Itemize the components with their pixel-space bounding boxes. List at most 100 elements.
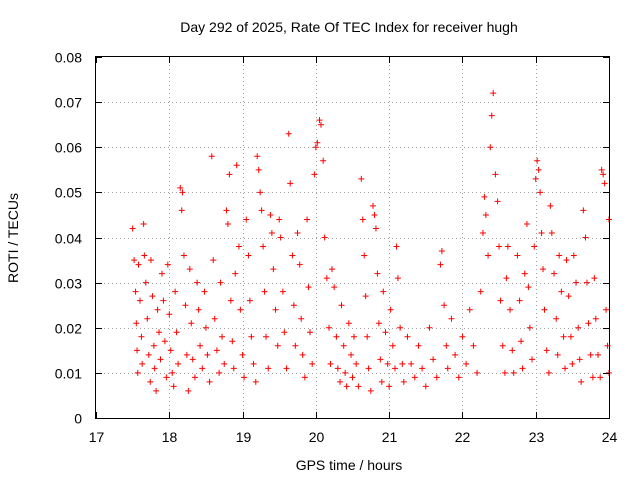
data-point bbox=[371, 211, 378, 218]
data-point bbox=[292, 342, 299, 349]
data-point bbox=[204, 351, 211, 358]
data-point bbox=[199, 365, 206, 372]
data-point bbox=[129, 225, 136, 232]
data-point bbox=[161, 338, 168, 345]
data-point bbox=[535, 166, 542, 173]
data-point bbox=[459, 333, 466, 340]
data-point bbox=[173, 329, 180, 336]
data-point bbox=[248, 333, 255, 340]
data-point bbox=[312, 144, 319, 151]
data-point bbox=[479, 229, 486, 236]
data-point bbox=[507, 306, 514, 313]
data-point bbox=[239, 351, 246, 358]
y-tick-label: 0.04 bbox=[55, 231, 82, 247]
data-point bbox=[233, 162, 240, 169]
data-point bbox=[158, 270, 165, 277]
data-point bbox=[562, 365, 569, 372]
data-point bbox=[194, 279, 201, 286]
data-point bbox=[170, 383, 177, 390]
data-point bbox=[377, 356, 384, 363]
data-point bbox=[554, 351, 561, 358]
data-point bbox=[294, 229, 301, 236]
data-point bbox=[540, 266, 547, 273]
data-point bbox=[298, 315, 305, 322]
data-point bbox=[349, 374, 356, 381]
data-point bbox=[154, 306, 161, 313]
data-point bbox=[569, 360, 576, 367]
data-point bbox=[145, 351, 152, 358]
data-point bbox=[183, 351, 190, 358]
data-point bbox=[534, 157, 541, 164]
data-point bbox=[389, 342, 396, 349]
data-point bbox=[270, 266, 277, 273]
data-point bbox=[463, 360, 470, 367]
data-point bbox=[580, 207, 587, 214]
data-point bbox=[470, 342, 477, 349]
data-point bbox=[290, 302, 297, 309]
data-point bbox=[350, 333, 357, 340]
data-point bbox=[255, 166, 262, 173]
data-point bbox=[378, 378, 385, 385]
data-point bbox=[254, 153, 261, 160]
data-point bbox=[326, 324, 333, 331]
data-point bbox=[519, 365, 526, 372]
data-point bbox=[153, 387, 160, 394]
data-point bbox=[448, 315, 455, 322]
data-point bbox=[359, 216, 366, 223]
data-point bbox=[399, 360, 406, 367]
data-point bbox=[397, 324, 404, 331]
data-point bbox=[551, 270, 558, 277]
data-point bbox=[142, 279, 149, 286]
data-point bbox=[575, 324, 582, 331]
data-point bbox=[327, 360, 334, 367]
data-point bbox=[201, 288, 208, 295]
data-point bbox=[589, 374, 596, 381]
data-point bbox=[525, 284, 532, 291]
data-point bbox=[532, 175, 539, 182]
data-point bbox=[444, 365, 451, 372]
data-point bbox=[301, 374, 308, 381]
data-point bbox=[229, 338, 236, 345]
data-point bbox=[213, 347, 220, 354]
data-point bbox=[206, 378, 213, 385]
data-point bbox=[316, 117, 323, 124]
x-tick-label: 24 bbox=[602, 429, 618, 445]
data-point bbox=[141, 252, 148, 259]
data-point bbox=[268, 229, 275, 236]
data-point bbox=[188, 320, 195, 327]
data-point bbox=[374, 270, 381, 277]
data-point bbox=[509, 347, 516, 354]
data-point bbox=[258, 207, 265, 214]
data-point bbox=[365, 365, 372, 372]
data-point bbox=[230, 365, 237, 372]
data-point bbox=[342, 369, 349, 376]
data-point bbox=[147, 257, 154, 264]
data-point bbox=[353, 360, 360, 367]
y-tick-label: 0.03 bbox=[55, 276, 82, 292]
data-point bbox=[166, 311, 173, 318]
data-point bbox=[164, 261, 171, 268]
data-point bbox=[576, 356, 583, 363]
data-point bbox=[189, 356, 196, 363]
data-point bbox=[466, 306, 473, 313]
grid-lines bbox=[96, 57, 609, 418]
x-axis-tick-labels: 17 18 19 20 21 22 23 24 bbox=[89, 429, 618, 445]
data-point bbox=[144, 315, 151, 322]
data-point bbox=[481, 193, 488, 200]
data-point bbox=[477, 288, 484, 295]
data-point bbox=[367, 387, 374, 394]
x-tick-label: 20 bbox=[309, 429, 325, 445]
data-point bbox=[180, 252, 187, 259]
data-point bbox=[175, 360, 182, 367]
data-point bbox=[160, 297, 167, 304]
data-point bbox=[553, 315, 560, 322]
data-point bbox=[503, 275, 510, 282]
data-point bbox=[384, 360, 391, 367]
data-point bbox=[185, 387, 192, 394]
data-point bbox=[305, 284, 312, 291]
y-tick-label: 0 bbox=[74, 411, 82, 427]
data-point bbox=[317, 121, 324, 128]
data-point bbox=[603, 306, 610, 313]
data-point bbox=[263, 333, 270, 340]
